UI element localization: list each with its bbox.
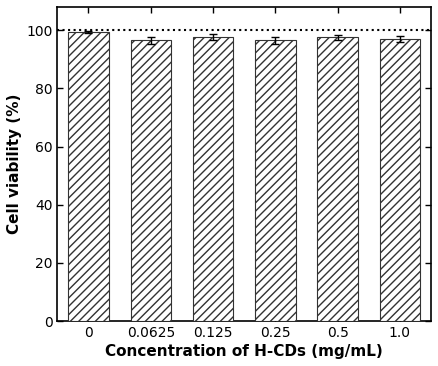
Bar bbox=[380, 39, 420, 321]
Bar bbox=[68, 32, 109, 321]
X-axis label: Concentration of H-CDs (mg/mL): Concentration of H-CDs (mg/mL) bbox=[105, 344, 383, 359]
Bar bbox=[318, 37, 358, 321]
Bar bbox=[131, 40, 171, 321]
Y-axis label: Cell viability (%): Cell viability (%) bbox=[7, 94, 22, 234]
Bar bbox=[255, 40, 296, 321]
Bar bbox=[193, 37, 233, 321]
